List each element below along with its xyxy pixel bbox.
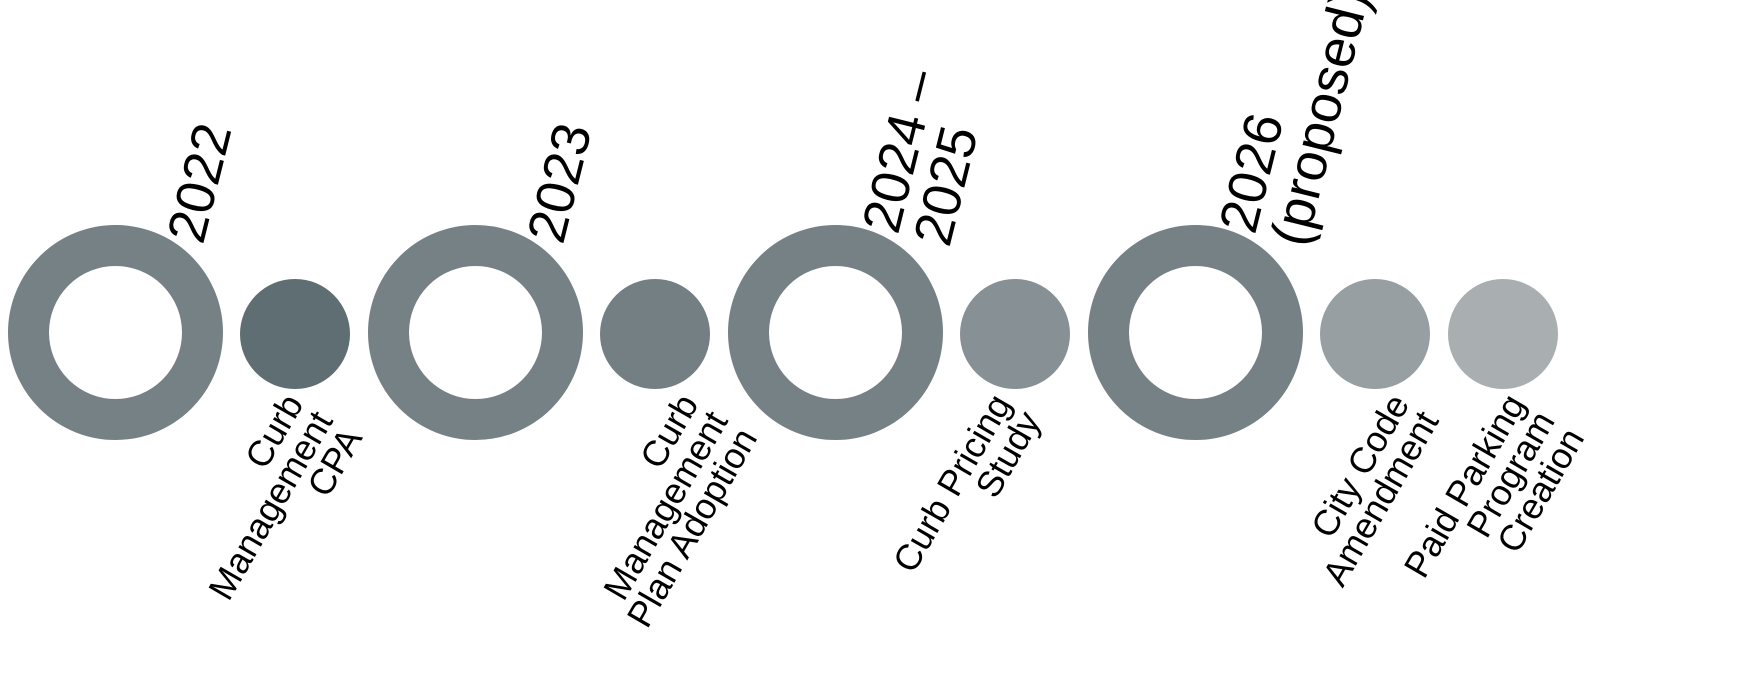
milestone-dot-cpa [240, 279, 350, 389]
milestone-ring-2023 [368, 225, 583, 440]
milestone-dot-paid-parking [1448, 279, 1558, 389]
milestone-year-2023: 2023 [516, 117, 604, 249]
milestone-dot-plan-adoption [600, 279, 710, 389]
milestone-dot-pricing-study [960, 279, 1070, 389]
milestone-item-label-cpa: Curb Management CPA [174, 387, 370, 622]
year-line: 2022 [156, 117, 244, 249]
milestone-year-2024-2025: 2024 – 2025 [851, 64, 998, 252]
year-line: 2023 [516, 117, 604, 249]
milestone-ring-2026 [1088, 225, 1303, 440]
milestone-item-label-pricing-study: Curb Pricing Study [885, 387, 1049, 595]
milestone-ring-2024-2025 [728, 225, 943, 440]
milestone-dot-city-code [1320, 279, 1430, 389]
milestone-year-2022: 2022 [156, 117, 244, 249]
milestone-ring-2022 [8, 225, 223, 440]
milestone-item-label-plan-adoption: Curb Management Plan Adoption [563, 387, 765, 634]
milestone-year-2026: 2026 (proposed) [1208, 0, 1381, 251]
